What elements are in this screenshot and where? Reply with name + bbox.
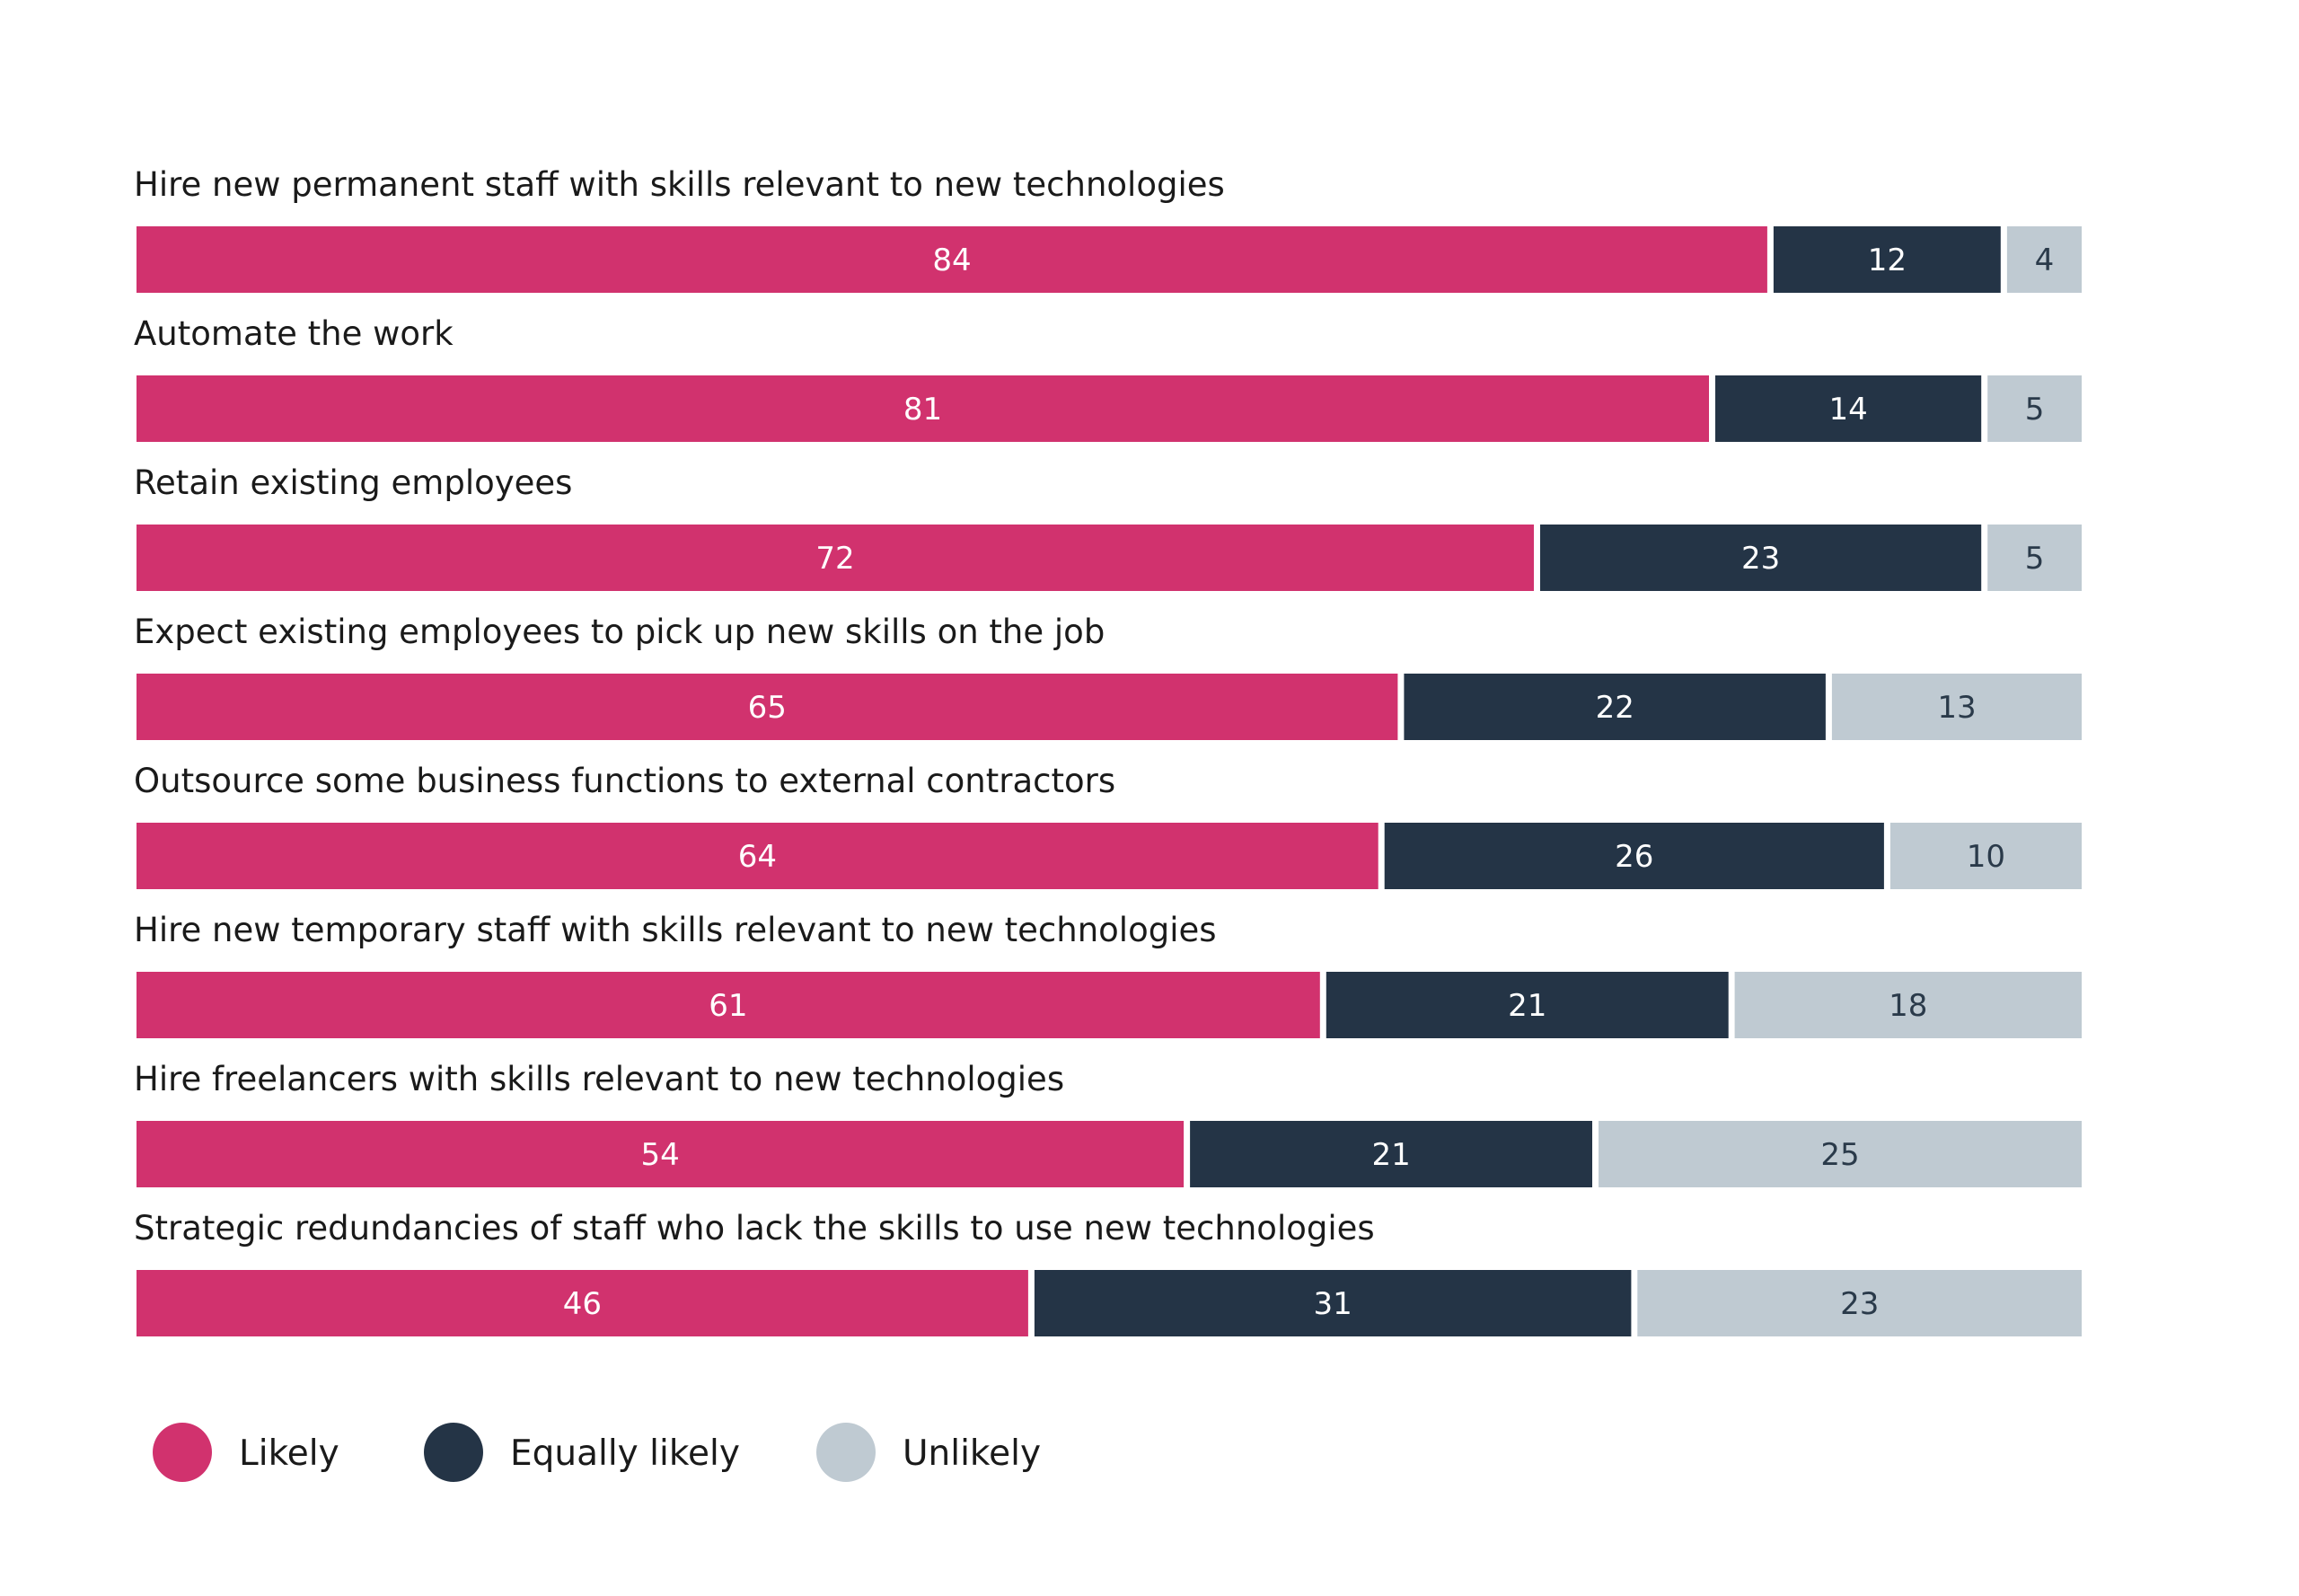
bar-segment-equally-likely: [1715, 375, 1982, 442]
data-label: 18: [1889, 988, 1927, 1024]
bar-segment-equally-likely: [1773, 226, 2001, 293]
bar-segment-unlikely: [1734, 972, 2082, 1038]
category-label: Outsource some business functions to ext…: [134, 762, 1115, 800]
legend-swatch: [424, 1423, 483, 1482]
bar-row: Retain existing employees 72 23 5: [134, 463, 2082, 591]
data-label: 81: [903, 392, 942, 428]
legend-item-likely: Likely: [153, 1423, 339, 1482]
bar-segment-unlikely: [1599, 1121, 2082, 1187]
data-label: 72: [815, 541, 854, 577]
bar-segment-unlikely: [2006, 226, 2082, 293]
legend-label: Unlikely: [903, 1433, 1041, 1474]
bar-segment-equally-likely: [1326, 972, 1729, 1038]
bar-segment-equally-likely: [1384, 823, 1884, 889]
data-label: 22: [1596, 690, 1634, 726]
legend-swatch: [816, 1423, 876, 1482]
bar-segment-equally-likely: [1404, 674, 1826, 740]
category-label: Retain existing employees: [134, 463, 572, 502]
data-label: 12: [1868, 242, 1907, 278]
category-label: Strategic redundancies of staff who lack…: [134, 1209, 1375, 1248]
category-label: Hire new temporary staff with skills rel…: [134, 911, 1217, 949]
legend-item-equally-likely: Equally likely: [424, 1423, 740, 1482]
bars-layer: Hire new permanent staff with skills rel…: [134, 165, 2082, 1336]
bar-segment-likely: [137, 823, 1379, 889]
bar-row: Automate the work 81 14 5: [134, 314, 2082, 442]
bar-segment-unlikely: [1987, 525, 2082, 591]
bar-segment-likely: [137, 226, 1767, 293]
bar-segment-equally-likely: [1190, 1121, 1592, 1187]
bar-row: Strategic redundancies of staff who lack…: [134, 1209, 2082, 1336]
data-label: 26: [1615, 839, 1653, 875]
category-label: Hire freelancers with skills relevant to…: [134, 1060, 1064, 1098]
bar-row: Expect existing employees to pick up new…: [134, 613, 2082, 740]
data-label: 25: [1820, 1137, 1859, 1173]
legend-label: Equally likely: [510, 1433, 740, 1474]
data-label: 21: [1371, 1137, 1410, 1173]
data-label: 14: [1828, 392, 1867, 428]
data-label: 23: [1741, 541, 1780, 577]
data-label: 5: [2025, 541, 2045, 577]
category-label: Automate the work: [134, 314, 454, 353]
data-label: 84: [932, 242, 971, 278]
category-label: Expect existing employees to pick up new…: [134, 613, 1105, 651]
legend-item-unlikely: Unlikely: [816, 1423, 1041, 1482]
data-label: 4: [2035, 242, 2055, 278]
data-label: 10: [1967, 839, 2005, 875]
bar-segment-unlikely: [1637, 1270, 2082, 1336]
data-label: 5: [2025, 392, 2045, 428]
data-label: 46: [563, 1286, 602, 1322]
bar-segment-unlikely: [1889, 823, 2082, 889]
data-label: 64: [738, 839, 777, 875]
data-label: 31: [1313, 1286, 1352, 1322]
data-label: 61: [709, 988, 747, 1024]
bar-segment-likely: [137, 1270, 1028, 1336]
bar-segment-equally-likely: [1034, 1270, 1632, 1336]
data-label: 23: [1840, 1286, 1879, 1322]
bar-row: Outsource some business functions to ext…: [134, 762, 2082, 889]
data-label: 65: [748, 690, 787, 726]
data-label: 13: [1937, 690, 1976, 726]
bar-row: Hire new permanent staff with skills rel…: [134, 165, 2082, 293]
legend-swatch: [153, 1423, 212, 1482]
bar-segment-unlikely: [1987, 375, 2082, 442]
data-label: 54: [640, 1137, 679, 1173]
bar-segment-likely: [137, 525, 1534, 591]
legend-label: Likely: [239, 1433, 339, 1474]
bar-segment-equally-likely: [1540, 525, 1982, 591]
bar-segment-likely: [137, 674, 1398, 740]
bar-segment-unlikely: [1831, 674, 2082, 740]
bar-row: Hire new temporary staff with skills rel…: [134, 911, 2082, 1038]
bar-segment-likely: [137, 972, 1320, 1038]
data-label: 21: [1508, 988, 1546, 1024]
bar-segment-likely: [137, 375, 1709, 442]
legend: Likely Equally likely Unlikely: [153, 1423, 1041, 1482]
category-label: Hire new permanent staff with skills rel…: [134, 165, 1225, 204]
bar-row: Hire freelancers with skills relevant to…: [134, 1060, 2082, 1187]
bar-segment-likely: [137, 1121, 1185, 1187]
